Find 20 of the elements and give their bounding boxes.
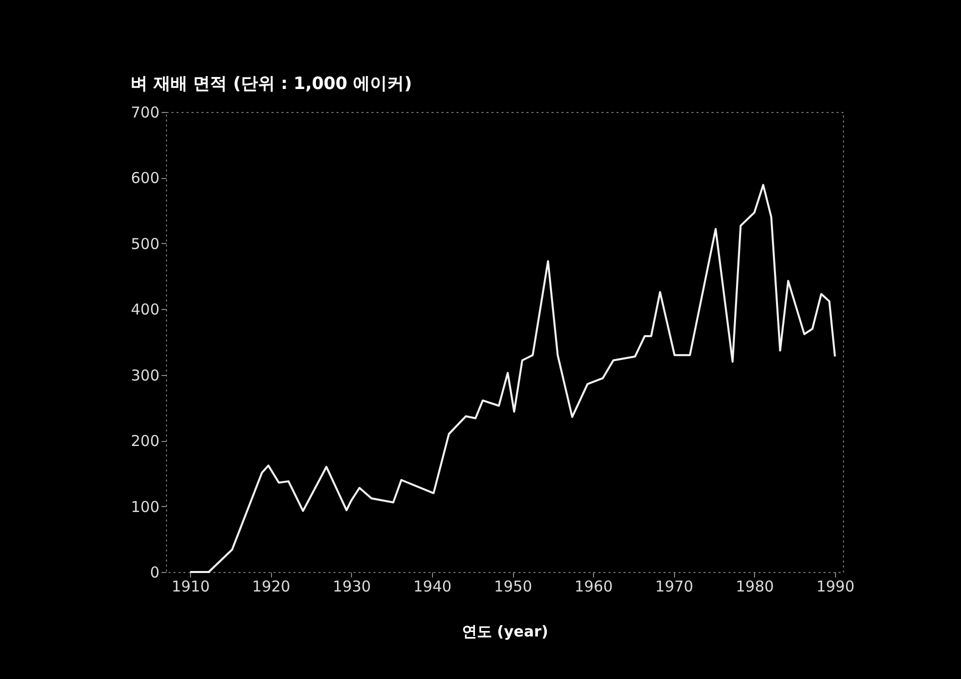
y-tick-label: 100 bbox=[130, 498, 160, 516]
y-tick-label: 400 bbox=[130, 300, 160, 319]
chart-title: 벼 재배 면적 (단위 : 1,000 에이커) bbox=[130, 74, 412, 94]
y-tick-label: 200 bbox=[130, 432, 160, 450]
y-tick-label: 0 bbox=[150, 564, 160, 582]
line-series bbox=[189, 184, 836, 573]
x-tick-label: 1960 bbox=[574, 578, 613, 596]
x-axis-title: 연도 (year) bbox=[462, 622, 548, 640]
x-tick-label: 1910 bbox=[172, 578, 210, 596]
y-tick-label: 600 bbox=[130, 169, 160, 188]
x-tick-label: 1920 bbox=[252, 578, 290, 596]
x-tick-label: 1970 bbox=[655, 578, 694, 596]
x-tick-label: 1980 bbox=[736, 578, 774, 596]
y-tick-label: 500 bbox=[130, 234, 160, 253]
y-tick-label: 700 bbox=[130, 104, 160, 122]
y-tick-label: 300 bbox=[130, 366, 160, 384]
x-tick-label: 1950 bbox=[494, 578, 532, 596]
x-tick-label: 1990 bbox=[816, 578, 855, 596]
x-tick-label: 1940 bbox=[413, 578, 452, 596]
x-tick-label: 1930 bbox=[332, 578, 371, 596]
